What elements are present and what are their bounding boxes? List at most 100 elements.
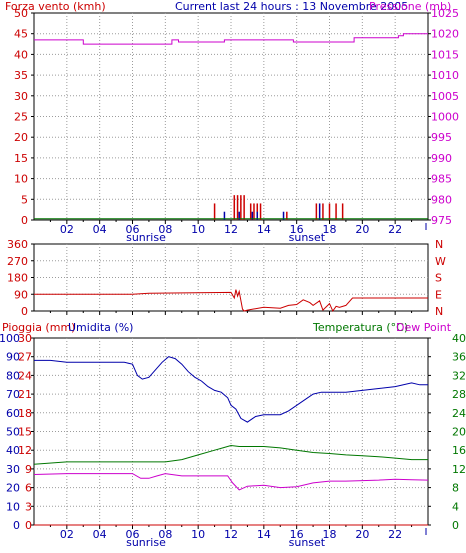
x-tick-label: 12 [224, 528, 238, 541]
pressure-tick-label: 985 [431, 173, 452, 186]
x-tick-label: 20 [355, 528, 369, 541]
wind-axis-label: Forza vento (kmh) [5, 0, 106, 13]
humidity-tick-label: 15 [18, 426, 32, 439]
humidity-tick-label: 18 [18, 407, 32, 420]
x-tick-label: 14 [257, 528, 271, 541]
x-tick-label: 02 [60, 223, 74, 236]
humidity-tick-label: 21 [18, 388, 32, 401]
sunset-label: sunset [289, 536, 326, 549]
wind-tick-label: 15 [14, 152, 28, 165]
wind-tick-label: 10 [14, 173, 28, 186]
x-tick-label: 12 [224, 223, 238, 236]
wind-tick-label: 45 [14, 28, 28, 41]
pressure-tick-label: 1015 [431, 48, 459, 61]
x-tick-label: 04 [93, 528, 107, 541]
pressure-tick-label: 980 [431, 193, 452, 206]
direction-tick-label: 90 [14, 288, 28, 301]
pressure-tick-label: 1000 [431, 111, 459, 124]
wind-pressure-frame [33, 12, 429, 221]
temperature-tick-label: 12 [452, 463, 466, 476]
x-tick-label: 10 [191, 223, 205, 236]
temperature-tick-label: 0 [452, 519, 459, 532]
humidity-tick-label: 30 [18, 332, 32, 345]
wind-tick-label: 5 [21, 193, 28, 206]
rain-axis-label: Pioggia (mm) [2, 321, 75, 334]
rain-tick-label: 0 [13, 519, 20, 532]
humidity-tick-label: 6 [25, 482, 32, 495]
compass-label: N [435, 238, 443, 251]
direction-tick-label: 180 [7, 272, 28, 285]
rain-tick-label: 10 [6, 500, 20, 513]
x-tick-label: 10 [191, 528, 205, 541]
sunrise-label: sunrise [126, 536, 166, 549]
temperature-tick-label: 4 [452, 500, 459, 513]
rain-tick-label: 50 [6, 426, 20, 439]
dew-point-line [33, 473, 429, 491]
wind-tick-label: 50 [14, 7, 28, 20]
wind-tick-label: 0 [21, 214, 28, 227]
rain-tick-label: 70 [6, 388, 20, 401]
x-tick-label: 14 [257, 223, 271, 236]
sunrise-label: sunrise [126, 231, 166, 244]
temperature-tick-label: 16 [452, 444, 466, 457]
compass-label: N [435, 305, 443, 318]
temperature-tick-label: 20 [452, 426, 466, 439]
humidity-tick-label: 27 [18, 351, 32, 364]
humidity-tick-label: 9 [25, 463, 32, 476]
x-tick-label: 18 [323, 528, 337, 541]
pressure-tick-label: 1025 [431, 7, 459, 20]
wind-tick-label: 30 [14, 90, 28, 103]
pressure-tick-label: 1010 [431, 69, 459, 82]
wind-tick-label: 25 [14, 111, 28, 124]
compass-label: E [435, 288, 442, 301]
wind-tick-label: 20 [14, 131, 28, 144]
temperature-tick-label: 28 [452, 388, 466, 401]
temperature-tick-label: 32 [452, 369, 466, 382]
x-tick-label: 22 [388, 223, 402, 236]
compass-label: S [435, 272, 442, 285]
temperature-axis-label: Temperatura (°C) [312, 321, 408, 334]
temperature-tick-label: 36 [452, 351, 466, 364]
pressure-tick-label: 975 [431, 214, 452, 227]
wind-tick-label: 40 [14, 48, 28, 61]
humidity-axis-label: Umidita (%) [68, 321, 133, 334]
temperature-line [33, 444, 428, 465]
sunset-label: sunset [289, 231, 326, 244]
temperature-tick-label: 8 [452, 482, 459, 495]
humidity-tick-label: 0 [25, 519, 32, 532]
rain-tick-label: 90 [6, 351, 20, 364]
pressure-axis-label: Pressione (mb) [369, 0, 451, 13]
x-tick-label: 08 [158, 223, 172, 236]
direction-line [34, 289, 428, 313]
direction-tick-label: 360 [7, 238, 28, 251]
x-tick-label: 06 [126, 528, 140, 541]
x-tick-label: 16 [290, 528, 304, 541]
pressure-tick-label: 990 [431, 152, 452, 165]
rain-tick-label: 30 [6, 463, 20, 476]
direction-tick-label: 270 [7, 255, 28, 268]
x-tick-label: 20 [355, 223, 369, 236]
direction-tick-label: 0 [21, 305, 28, 318]
x-tick-label: 08 [158, 528, 172, 541]
x-tick-label: 16 [290, 223, 304, 236]
pressure-tick-label: 1005 [431, 90, 459, 103]
compass-label: W [435, 255, 446, 268]
rain-tick-label: 80 [6, 369, 20, 382]
pressure-tick-label: 995 [431, 131, 452, 144]
humidity-tick-label: 24 [18, 369, 32, 382]
pressure-line [34, 33, 428, 45]
rain-tick-label: 60 [6, 407, 20, 420]
temperature-tick-label: 24 [452, 407, 466, 420]
rain-tick-label: 20 [6, 482, 20, 495]
dew-point-axis-label: Dew Point [396, 321, 452, 334]
rain-tick-label: 100 [0, 332, 20, 345]
x-tick-label: 04 [93, 223, 107, 236]
x-tick-label: 06 [126, 223, 140, 236]
humidity-line [34, 356, 428, 423]
wind-tick-label: 35 [14, 69, 28, 82]
x-tick-label: 02 [60, 528, 74, 541]
